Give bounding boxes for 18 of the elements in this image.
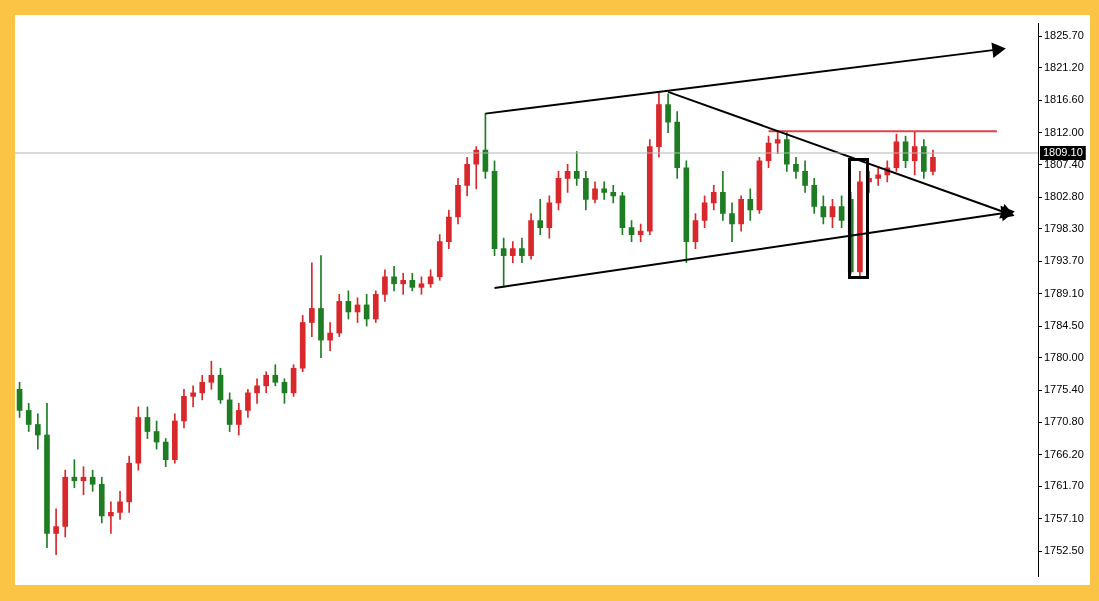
y-tick-label: 1812.00	[1044, 125, 1084, 138]
y-tick-label: 1784.50	[1044, 319, 1084, 332]
y-tick-label: 1798.30	[1044, 222, 1084, 234]
y-tick-label: 1757.10	[1044, 511, 1084, 524]
y-tick-label: 1775.40	[1044, 383, 1084, 396]
y-tick-label: 1761.70	[1044, 479, 1084, 492]
ref-line-label: 1809.10	[1043, 146, 1083, 159]
y-tick-label: 1807.40	[1044, 158, 1084, 170]
y-tick-label: 1793.70	[1044, 254, 1084, 267]
y-tick-label: 1802.80	[1044, 190, 1084, 203]
y-tick-label: 1766.20	[1044, 447, 1084, 460]
y-tick-label: 1821.20	[1044, 60, 1084, 73]
y-tick-label: 1752.50	[1044, 544, 1084, 557]
y-tick-label: 1770.80	[1044, 415, 1084, 428]
y-tick-label: 1789.10	[1044, 286, 1084, 299]
y-tick-label: 1816.60	[1044, 93, 1084, 106]
y-tick-label: 1825.70	[1044, 29, 1084, 42]
y-tick-label: 1780.00	[1044, 350, 1084, 363]
